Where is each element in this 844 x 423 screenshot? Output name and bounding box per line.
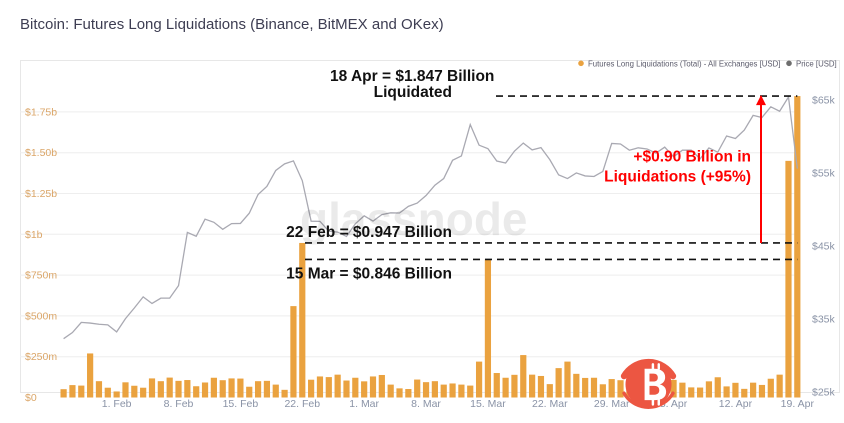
svg-text:$750m: $750m bbox=[25, 270, 57, 282]
svg-text:8. Feb: 8. Feb bbox=[164, 398, 194, 410]
svg-text:$1.75b: $1.75b bbox=[25, 106, 57, 118]
svg-text:18 Apr = $1.847 Billion: 18 Apr = $1.847 Billion bbox=[330, 68, 494, 85]
svg-text:Price [USD]: Price [USD] bbox=[796, 60, 837, 69]
svg-text:$45k: $45k bbox=[812, 240, 836, 252]
svg-text:$1b: $1b bbox=[25, 229, 43, 241]
svg-text:22 Feb = $0.947 Billion: 22 Feb = $0.947 Billion bbox=[286, 224, 452, 241]
svg-text:$0: $0 bbox=[25, 392, 37, 404]
svg-text:$25k: $25k bbox=[812, 387, 836, 399]
svg-text:15. Feb: 15. Feb bbox=[223, 398, 259, 410]
svg-text:15 Mar = $0.846 Billion: 15 Mar = $0.846 Billion bbox=[286, 265, 452, 282]
svg-text:12. Apr: 12. Apr bbox=[719, 398, 753, 410]
svg-text:$55k: $55k bbox=[812, 167, 836, 179]
svg-text:$500m: $500m bbox=[25, 310, 57, 322]
svg-text:$250m: $250m bbox=[25, 351, 57, 363]
svg-text:$1.25b: $1.25b bbox=[25, 188, 57, 200]
svg-text:8. Mar: 8. Mar bbox=[411, 398, 441, 410]
svg-text:$65k: $65k bbox=[812, 94, 836, 106]
svg-text:1. Feb: 1. Feb bbox=[102, 398, 132, 410]
svg-text:Liquidations (+95%): Liquidations (+95%) bbox=[604, 169, 751, 186]
svg-text:22. Feb: 22. Feb bbox=[284, 398, 320, 410]
svg-text:Futures Long Liquidations (Tot: Futures Long Liquidations (Total) - All … bbox=[588, 60, 780, 69]
svg-text:19. Apr: 19. Apr bbox=[781, 398, 815, 410]
svg-text:+$0.90 Billion in: +$0.90 Billion in bbox=[633, 149, 751, 166]
svg-text:1. Mar: 1. Mar bbox=[349, 398, 379, 410]
svg-text:$35k: $35k bbox=[812, 313, 836, 325]
svg-text:15. Mar: 15. Mar bbox=[470, 398, 506, 410]
svg-text:29. Mar: 29. Mar bbox=[594, 398, 630, 410]
svg-text:22. Mar: 22. Mar bbox=[532, 398, 568, 410]
svg-text:Liquidated: Liquidated bbox=[374, 84, 452, 101]
svg-text:$1.50b: $1.50b bbox=[25, 147, 57, 159]
